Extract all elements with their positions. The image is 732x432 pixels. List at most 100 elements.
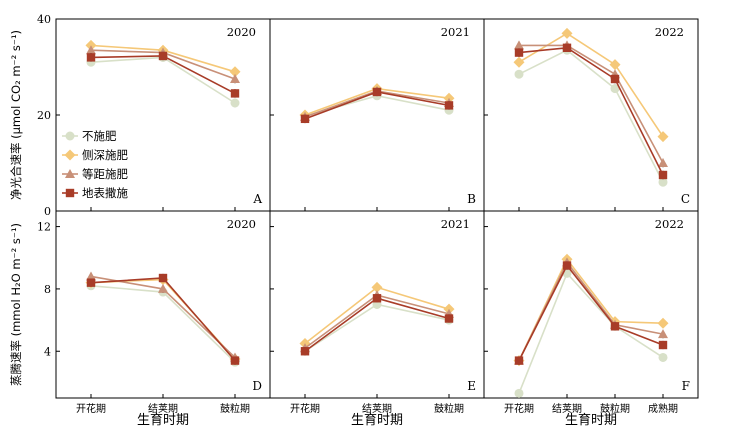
data-point xyxy=(658,352,668,362)
y-tick-label: 12 xyxy=(37,221,51,234)
x-tick-label: 鼓粒期 xyxy=(600,402,630,415)
data-point xyxy=(657,317,669,329)
panel-year: 2020 xyxy=(227,25,256,39)
x-tick-label: 结荚期 xyxy=(362,402,392,415)
panel-F: 开花期 结荚期 鼓粒期 成熟期 2022 F xyxy=(483,210,699,415)
data-point xyxy=(86,53,96,62)
series-equal xyxy=(86,45,240,84)
panel-letter: E xyxy=(467,379,476,393)
series-line xyxy=(90,56,236,104)
data-point xyxy=(514,69,524,79)
data-point xyxy=(86,271,96,281)
series-surface xyxy=(300,294,454,356)
data-point xyxy=(514,48,524,57)
data-point xyxy=(610,74,620,84)
panel-letter: C xyxy=(681,192,690,206)
series-line xyxy=(518,260,664,361)
data-point xyxy=(610,322,620,331)
panel-year: 2021 xyxy=(441,25,470,39)
x-axis-title: 生育时期 xyxy=(351,412,403,428)
data-point xyxy=(300,347,310,356)
series-none xyxy=(86,52,240,108)
legend-label: 侧深施肥 xyxy=(82,148,128,162)
panel-A: 0 20 40 2020 A xyxy=(37,13,271,218)
x-tick-label: 鼓粒期 xyxy=(220,402,250,415)
data-point xyxy=(658,158,668,167)
data-point xyxy=(657,131,669,143)
series-line xyxy=(518,32,664,138)
data-point xyxy=(658,177,668,187)
panel-letter: D xyxy=(252,379,262,393)
data-point xyxy=(230,356,240,365)
x-tick-label: 开花期 xyxy=(290,402,320,415)
data-point xyxy=(562,43,572,52)
series-surface xyxy=(514,43,668,180)
data-point xyxy=(86,278,96,287)
panel-B: 2021 B xyxy=(269,18,485,212)
x-tick-label: 开花期 xyxy=(76,402,106,415)
data-point xyxy=(158,283,168,293)
y-tick-label: 4 xyxy=(44,345,51,358)
legend-label: 不施肥 xyxy=(82,129,117,143)
data-point xyxy=(561,27,573,39)
series-surface xyxy=(514,261,668,365)
series-equal xyxy=(86,271,240,362)
data-point xyxy=(610,84,620,94)
legend-marker xyxy=(64,149,76,161)
panel-letter: A xyxy=(252,192,262,206)
panel-year: 2021 xyxy=(441,217,470,231)
data-point xyxy=(658,170,668,180)
legend-marker xyxy=(65,131,75,141)
legend-label: 地表撒施 xyxy=(82,186,128,200)
data-point xyxy=(658,340,668,350)
panel-C: 2022 C xyxy=(483,18,699,212)
x-axis-title: 生育时期 xyxy=(565,412,617,428)
data-point xyxy=(86,45,96,55)
panel-D: 4 8 12 开花期 结荚期 鼓粒期 2020 D xyxy=(37,210,271,415)
series-line xyxy=(518,46,664,176)
legend-marker xyxy=(65,169,75,178)
panel-E: 开花期 结荚期 鼓粒期 2021 E xyxy=(269,210,485,415)
data-point xyxy=(562,261,572,270)
y-tick-label: 8 xyxy=(44,283,51,296)
data-point xyxy=(444,314,454,323)
data-point xyxy=(514,388,524,398)
series-line xyxy=(518,49,664,183)
panel-letter: B xyxy=(467,192,476,206)
data-point xyxy=(372,294,382,303)
series-none xyxy=(86,281,240,367)
panel-frame xyxy=(55,210,271,399)
series-line xyxy=(304,303,450,352)
panel-letter: F xyxy=(682,379,690,393)
data-point xyxy=(230,89,240,98)
y-tick-label: 20 xyxy=(37,109,51,122)
series-none xyxy=(514,45,668,187)
x-tick-label: 结荚期 xyxy=(148,402,178,415)
series-line xyxy=(519,44,664,164)
panel-year: 2022 xyxy=(655,217,684,231)
data-point xyxy=(158,51,168,61)
x-tick-label: 成熟期 xyxy=(648,402,678,415)
legend-marker xyxy=(65,188,75,198)
series-none xyxy=(514,268,668,398)
series-surface xyxy=(300,87,454,124)
data-point xyxy=(300,114,310,124)
x-tick-label: 开花期 xyxy=(504,402,534,415)
y-tick-label: 40 xyxy=(37,13,51,26)
data-point xyxy=(444,101,454,110)
data-point xyxy=(372,87,382,97)
panel-frame xyxy=(483,210,699,399)
x-tick-label: 鼓粒期 xyxy=(434,402,464,415)
data-point xyxy=(158,273,168,283)
x-axis-title: 生育时期 xyxy=(137,412,189,428)
data-point xyxy=(514,356,524,365)
y-axis-title-top: 净光合速率 (μmol CO₂ m⁻² s⁻¹) xyxy=(9,30,23,200)
y-axis-title-bottom: 蒸腾速率 (mmol H₂O m⁻² s⁻¹) xyxy=(9,223,23,386)
panel-year: 2020 xyxy=(227,217,256,231)
series-surface xyxy=(86,273,240,365)
series-line xyxy=(518,264,664,361)
data-point xyxy=(371,281,383,293)
legend-label: 等距施肥 xyxy=(82,167,128,181)
data-point xyxy=(514,40,524,50)
